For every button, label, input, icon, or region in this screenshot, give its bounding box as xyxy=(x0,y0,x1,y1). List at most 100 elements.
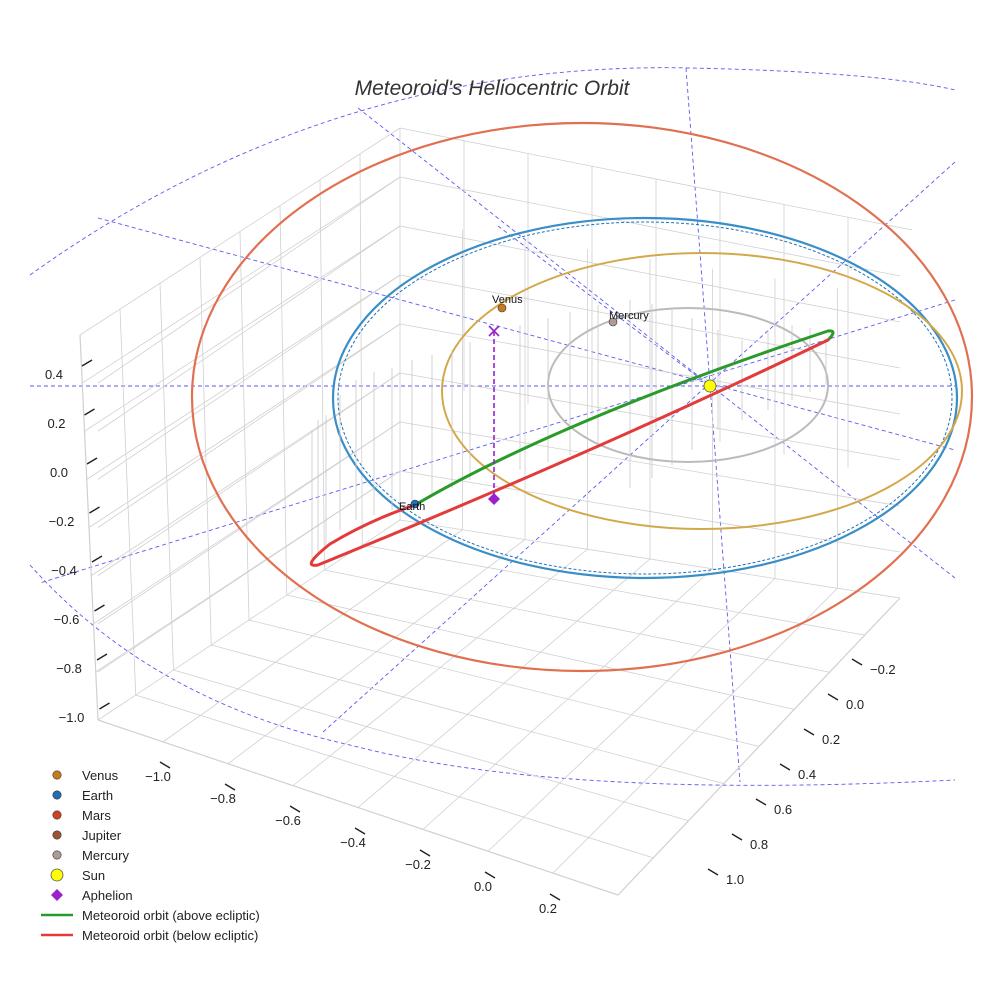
earth-marker xyxy=(410,499,420,509)
legend-label-meteoroid-orbit-below-ecliptic: Meteoroid orbit (below ecliptic) xyxy=(82,928,258,943)
y-axis-tick-label: 0.0 xyxy=(846,697,864,712)
y-axis-tick-mark xyxy=(731,833,743,841)
grid-line xyxy=(86,274,401,480)
bodies-layer: Venus Mercury Earth xyxy=(399,294,717,513)
y-axis-tick-label: 0.8 xyxy=(750,837,768,852)
z-axis-tick-label: 0.2 xyxy=(47,416,65,431)
y-axis-tick-mark xyxy=(779,763,791,771)
y-axis: −0.2 0.0 0.2 0.4 0.6 0.8 1.0 xyxy=(707,658,896,887)
grid-line xyxy=(97,274,401,480)
x-axis-tick-mark xyxy=(354,827,366,835)
y-axis-tick-mark xyxy=(707,868,719,876)
grid-line xyxy=(239,231,250,621)
legend-swatch-mars xyxy=(52,810,62,820)
x-axis-tick-label: −0.6 xyxy=(275,813,301,828)
x-axis-tick-mark xyxy=(484,871,496,879)
grid-line xyxy=(399,323,901,415)
z-axis-tick-mark xyxy=(91,555,103,563)
x-axis-tick-label: 0.2 xyxy=(539,901,557,916)
z-axis-tick-mark xyxy=(89,506,100,514)
legend-label-sun: Sun xyxy=(82,868,105,883)
legend-label-venus: Venus xyxy=(82,768,119,783)
grid-line xyxy=(324,569,830,673)
z-axis-tick-label: −0.6 xyxy=(54,612,80,627)
grid-line xyxy=(97,176,401,384)
y-axis-tick-mark xyxy=(803,728,815,736)
x-axis-tick-mark xyxy=(289,805,301,813)
grid-line xyxy=(319,179,325,571)
aphelion-x-marker xyxy=(488,325,500,337)
guide-line xyxy=(39,299,956,584)
legend-label-meteoroid-orbit-above-ecliptic: Meteoroid orbit (above ecliptic) xyxy=(82,908,260,923)
x-axis-tick-mark xyxy=(159,761,171,769)
y-axis-tick-mark xyxy=(827,693,839,701)
legend-swatch-mercury xyxy=(52,850,62,860)
z-axis-tick-label: −0.2 xyxy=(49,514,75,529)
z-axis-tick-mark xyxy=(94,604,105,612)
y-axis-tick-label: 1.0 xyxy=(726,872,744,887)
z-axis-tick-label: 0.0 xyxy=(50,465,68,480)
guide-line xyxy=(497,225,711,387)
grid-line xyxy=(399,225,901,323)
legend-swatch-sun xyxy=(50,868,64,882)
legend-label-mercury: Mercury xyxy=(82,848,129,863)
z-axis-tick-label: −1.0 xyxy=(59,710,85,725)
z-axis-tick-label: 0.4 xyxy=(45,367,63,382)
grid-line xyxy=(286,594,795,710)
grid-line xyxy=(362,544,865,636)
z-axis-tick-mark xyxy=(86,457,98,465)
x-axis-tick-label: −0.2 xyxy=(405,857,431,872)
mercury-orbit xyxy=(547,307,829,463)
grid-line xyxy=(84,225,401,432)
legend-label-earth: Earth xyxy=(82,788,113,803)
grid-line xyxy=(552,587,838,874)
orbits-layer xyxy=(190,121,974,673)
x-axis-tick-mark xyxy=(224,783,236,791)
x-axis-tick-label: −0.8 xyxy=(210,791,236,806)
grid-line xyxy=(97,323,401,528)
mars-orbit xyxy=(190,121,974,673)
legend: Venus Earth Mars Jupiter Mercury Sun Aphelion M… xyxy=(41,768,260,943)
legend-swatch-earth xyxy=(52,790,62,800)
guide-layer xyxy=(29,67,956,786)
x-axis-tick-mark xyxy=(419,849,431,857)
x-axis-tick-label: −0.4 xyxy=(340,835,366,850)
aphelion-diamond xyxy=(488,493,500,505)
legend-label-jupiter: Jupiter xyxy=(82,828,122,843)
meteoroid-orbit-below xyxy=(309,338,830,567)
venus-label: Venus xyxy=(492,294,523,306)
grid-line xyxy=(82,176,401,384)
guide-line xyxy=(357,107,956,579)
legend-swatch-jupiter xyxy=(52,830,62,840)
z-axis-tick-label: −0.4 xyxy=(51,563,77,578)
x-axis: −1.0 −0.8 −0.6 −0.4 −0.2 0.0 0.2 xyxy=(145,761,561,916)
y-axis-tick-mark xyxy=(755,798,767,806)
grid-line xyxy=(97,225,401,432)
earth-orbit-inner xyxy=(337,221,953,575)
grid-line xyxy=(279,205,288,596)
z-axis-tick-label: −0.8 xyxy=(56,661,82,676)
grid-line xyxy=(97,470,401,673)
legend-label-mars: Mars xyxy=(82,808,111,823)
grid-line xyxy=(97,421,401,625)
z-axis: 0.4 0.2 0.0 −0.2 −0.4 −0.6 −0.8 −1.0 xyxy=(45,359,110,725)
grid-line xyxy=(359,153,363,546)
venus-orbit xyxy=(441,252,963,530)
legend-label-aphelion: Aphelion xyxy=(82,888,133,903)
aphelion-group xyxy=(488,325,500,505)
guide-line xyxy=(321,161,956,734)
grid-line xyxy=(248,619,760,747)
grid-line xyxy=(399,176,901,277)
mercury-label: Mercury xyxy=(609,310,649,322)
y-axis-tick-mark xyxy=(851,658,863,666)
chart-title: Meteoroid's Heliocentric Orbit xyxy=(355,77,631,100)
y-axis-tick-label: 0.6 xyxy=(774,802,792,817)
sun-marker xyxy=(703,379,717,393)
grid-layer xyxy=(79,127,913,896)
y-axis-tick-label: 0.2 xyxy=(822,732,840,747)
guide-line xyxy=(97,217,956,451)
meteoroid-layer xyxy=(309,329,835,567)
grid-line xyxy=(97,372,401,576)
legend-swatch-venus xyxy=(52,770,62,780)
